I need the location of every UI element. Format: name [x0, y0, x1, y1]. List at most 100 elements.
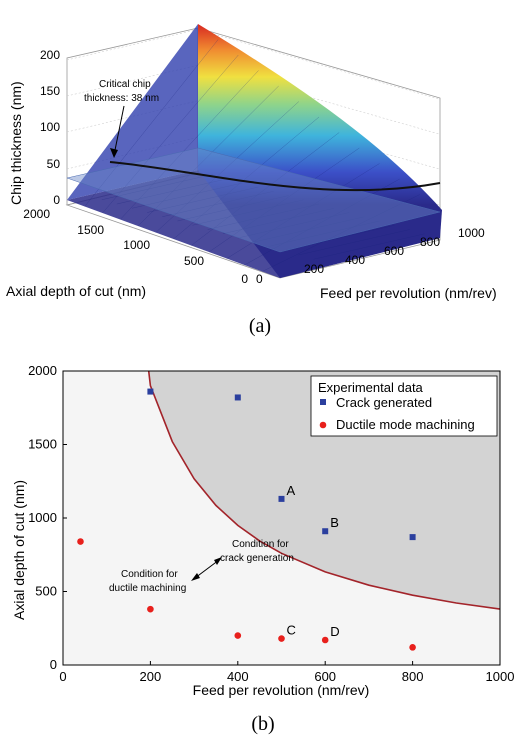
crack-point: [234, 394, 241, 401]
crack-point: [278, 495, 285, 502]
mesh-line: [173, 116, 320, 240]
y-tick: 0: [241, 272, 248, 286]
annotation-line-1: Critical chip: [99, 79, 151, 90]
critical-contour-line: [109, 161, 441, 192]
y-axis-label: Axial depth of cut (nm): [6, 283, 146, 299]
mesh-line: [191, 132, 340, 246]
data-points: A B C D: [77, 388, 416, 651]
caption-a: (a): [249, 315, 271, 337]
x-tick-label: 800: [402, 669, 424, 684]
ductile-point: [77, 538, 84, 545]
grid-line: [197, 29, 441, 100]
ductile-point: [321, 636, 329, 644]
x-tick-label: 400: [227, 669, 249, 684]
y-tick-label: 500: [35, 584, 57, 599]
ductile-point: [147, 605, 154, 613]
mesh-line: [131, 182, 244, 209]
y-axis-label: Axial depth of cut (nm): [11, 480, 27, 620]
y-tick-label: 0: [50, 657, 57, 672]
y-tick-label: 1500: [28, 437, 57, 452]
mesh-line: [222, 208, 335, 234]
crack-annotation-line-1: Condition for: [232, 539, 289, 550]
mesh-line: [102, 54, 239, 214]
z-tick: 150: [40, 84, 60, 98]
mesh-line: [237, 212, 350, 239]
y-tick-label: 1000: [28, 510, 57, 525]
mesh-line: [207, 203, 320, 230]
mesh-line: [252, 216, 365, 243]
y-tick: 500: [184, 254, 204, 268]
x-tick-label: 1000: [486, 669, 515, 684]
x-tick: 400: [345, 253, 365, 267]
mesh-line: [208, 147, 360, 253]
point-label: A: [287, 483, 296, 498]
y-tick: 2000: [23, 207, 50, 221]
x-axis-label: Feed per revolution (nm/rev): [193, 682, 370, 698]
mesh-line: [116, 178, 229, 205]
mesh-line: [162, 191, 274, 217]
mesh-line: [226, 163, 380, 259]
point-label: B: [330, 515, 339, 530]
annotation-arrow: [194, 559, 220, 579]
annotation-arrow: [113, 105, 125, 156]
legend-title: Experimental data: [318, 380, 424, 395]
x-tick: 200: [304, 262, 324, 276]
mesh-line: [268, 220, 380, 247]
annotation-arrowhead: [191, 573, 200, 581]
panel-a: Critical chip thickness: 38 nm Chip thic…: [6, 24, 497, 337]
crack-annotation-line-2: crack generation: [220, 553, 294, 564]
x-tick: 600: [384, 244, 404, 258]
point-label: D: [330, 624, 339, 639]
y-tick: 1000: [123, 238, 150, 252]
point-label: C: [287, 623, 296, 638]
grid-line: [66, 29, 199, 61]
mesh-line: [313, 233, 425, 260]
ductile-annotation-line-1: Condition for: [121, 569, 178, 580]
mesh-line: [155, 101, 299, 233]
mesh-line: [84, 39, 219, 207]
x-tick: 800: [420, 235, 440, 249]
z-tick: 50: [47, 157, 61, 171]
crack-point: [409, 534, 416, 541]
legend: Experimental data Crack generated Ductil…: [310, 375, 498, 437]
legend-marker-circle: [319, 421, 327, 429]
x-tick-label: 600: [314, 669, 336, 684]
annotation-arrowhead: [110, 148, 118, 158]
x-tick: 0: [256, 272, 263, 286]
panel-b: 0 200 400 600 800 1000 0 500 1000 1500 2000 A B C D C…: [11, 363, 514, 735]
mesh-line: [177, 195, 289, 222]
boundary-curve: [147, 370, 501, 610]
ductile-point: [409, 644, 416, 651]
x-ticks: 0 200 400 600 800 1000: [256, 226, 485, 286]
legend-label-ductile: Ductile mode machining: [336, 417, 475, 432]
mesh-line: [262, 194, 420, 272]
crack-point: [322, 528, 329, 535]
z-ticks: 0 50 100 150 200: [40, 48, 60, 207]
mesh-line: [101, 174, 214, 200]
y-tick: 1500: [77, 223, 104, 237]
x-tick-label: 0: [59, 669, 66, 684]
y-tick-label: 2000: [28, 363, 57, 378]
axis-ticks: 0 200 400 600 800 1000 0 500 1000 1500 2000: [28, 363, 514, 684]
x-tick: 1000: [458, 226, 485, 240]
caption-b: (b): [251, 713, 274, 735]
surface-mesh: [66, 24, 442, 278]
mesh-line: [298, 229, 410, 256]
z-axis-label: Chip thickness (nm): [8, 81, 24, 205]
mesh-line: [244, 178, 400, 266]
ductile-point: [234, 632, 242, 639]
x-tick-label: 200: [140, 669, 162, 684]
ductile-point: [278, 635, 285, 642]
z-tick: 200: [40, 48, 60, 62]
critical-plane: [66, 147, 441, 253]
z-tick: 0: [53, 193, 60, 207]
z-tick: 100: [40, 120, 60, 134]
crack-point: [147, 388, 154, 395]
y-ticks: 0 500 1000 1500 2000: [23, 207, 248, 286]
legend-marker-square: [320, 399, 326, 405]
mesh-line: [147, 186, 259, 213]
ductile-annotation-line-2: ductile machining: [109, 583, 186, 594]
x-axis-label: Feed per revolution (nm/rev): [320, 285, 497, 301]
annotation-line-2: thickness: 38 nm: [84, 93, 159, 104]
